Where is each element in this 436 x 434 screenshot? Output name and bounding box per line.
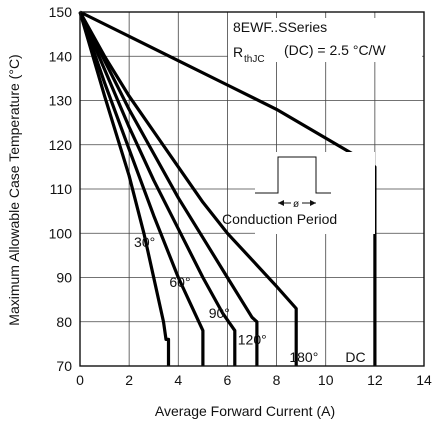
x-axis-label: Average Forward Current (A) (155, 403, 335, 419)
series-label-1: 60° (169, 274, 190, 290)
series-labels: 30° 60° 90° 120° 180° DC (134, 234, 366, 365)
series-line-2 (78, 11, 237, 366)
y-tick-label: 100 (49, 225, 73, 241)
x-tick-label: 4 (174, 372, 182, 388)
x-tick-label: 2 (125, 372, 133, 388)
phi-arrow-right-head (310, 200, 316, 206)
conduction-period-label: Conduction Period (222, 211, 337, 227)
series-label-5: DC (345, 349, 365, 365)
y-tick-labels: 70 80 90 100 110 120 130 140 150 (49, 4, 73, 374)
x-tick-label: 10 (318, 372, 334, 388)
series-label-4: 180° (289, 349, 318, 365)
phi-symbol: ø (293, 199, 299, 210)
rth-value: (DC) = 2.5 °C/W (284, 42, 386, 58)
series-title: 8EWF..SSeries (233, 19, 327, 35)
pulse-icon (255, 156, 331, 194)
y-tick-label: 130 (49, 93, 73, 109)
series-curves (78, 10, 377, 366)
y-tick-label: 120 (49, 137, 73, 153)
series-label-0: 30° (134, 234, 155, 250)
x-tick-label: 12 (367, 372, 383, 388)
plot-frame (79, 11, 425, 367)
series-label-2: 90° (209, 305, 230, 321)
y-axis-label: Maximum Allowable Case Temperature (°C) (6, 54, 22, 325)
series-line-4 (78, 11, 298, 366)
y-tick-label: 80 (56, 314, 72, 330)
rth-subscript: thJC (244, 54, 265, 65)
phi-arrow-left-head (278, 200, 284, 206)
x-tick-label: 0 (76, 372, 84, 388)
y-tick-label: 90 (56, 270, 72, 286)
series-line-1 (78, 11, 205, 366)
x-tick-label: 8 (273, 372, 281, 388)
series-line-3 (78, 11, 259, 366)
y-tick-label: 70 (56, 358, 72, 374)
x-tick-labels: 0 2 4 6 8 10 12 14 (76, 372, 432, 388)
y-tick-label: 110 (50, 181, 73, 197)
series-label-3: 120° (238, 331, 267, 347)
rth-prefix: R (233, 44, 243, 60)
y-tick-label: 140 (49, 48, 73, 64)
series-line-0 (78, 11, 171, 366)
y-tick-label: 150 (49, 4, 73, 20)
x-tick-label: 14 (416, 372, 432, 388)
x-tick-label: 6 (224, 372, 232, 388)
annotation-box: 8EWF..SSeries R thJC (DC) = 2.5 °C/W (228, 18, 422, 65)
conduction-inset: ø Conduction Period (222, 152, 375, 234)
